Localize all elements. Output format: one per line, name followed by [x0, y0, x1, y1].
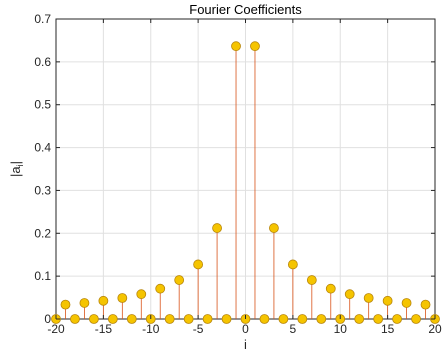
x-tick-label: -15: [95, 322, 113, 336]
stem-marker: [79, 298, 90, 308]
y-tick-label: 0.6: [34, 55, 51, 69]
stems: [65, 46, 426, 319]
stem-marker: [411, 314, 421, 324]
stem-marker: [183, 314, 194, 324]
y-axis-label: |ai|: [8, 161, 25, 177]
stem-marker: [212, 223, 222, 233]
stem-marker: [174, 275, 185, 285]
stem-marker: [363, 293, 374, 303]
stem-marker: [306, 275, 317, 285]
x-tick-label: 15: [381, 322, 395, 336]
x-tick-label: 20: [428, 322, 442, 336]
stem-marker: [89, 314, 99, 324]
stem-marker: [373, 314, 384, 324]
chart-title: Fourier Coefficients: [189, 2, 302, 17]
x-tick-label: 10: [334, 322, 348, 336]
x-tick-label: -5: [193, 322, 204, 336]
y-axis-label-main: |a: [8, 166, 23, 177]
stem-marker: [98, 295, 109, 306]
stem-marker: [107, 314, 118, 324]
x-tick-label: -20: [47, 322, 65, 336]
stem-marker: [155, 283, 166, 294]
grid-lines: [55, 18, 436, 320]
y-tick-label: 0: [44, 312, 51, 326]
stem-marker: [344, 289, 355, 300]
stem-marker: [382, 295, 393, 306]
stem-marker: [60, 299, 71, 310]
x-tick-label: 0: [242, 322, 249, 336]
stem-marker: [287, 259, 298, 270]
stem-marker: [392, 314, 403, 324]
stem-marker: [164, 314, 175, 324]
stem-marker: [269, 223, 279, 233]
stem-marker: [117, 293, 128, 303]
stem-marker: [354, 314, 365, 324]
y-tick-label: 0.2: [34, 226, 51, 240]
stem-marker: [221, 314, 232, 324]
stem-marker: [193, 259, 204, 270]
stem-marker: [231, 41, 241, 52]
x-tick-label: -10: [142, 322, 160, 336]
stem-marker: [136, 289, 147, 300]
stem-marker: [325, 283, 336, 294]
stem-marker: [250, 41, 260, 52]
y-axis-label-sub: i: [15, 164, 25, 166]
stem-markers: [51, 41, 440, 324]
stem-marker: [70, 314, 80, 324]
x-ticks: -20 -15 -10 -5 0 5 10 15 20: [47, 19, 442, 336]
stem-marker: [259, 314, 270, 324]
y-tick-label: 0.3: [34, 183, 51, 197]
stem-marker: [316, 314, 327, 324]
stem-marker: [202, 314, 213, 324]
stem-marker: [401, 298, 412, 308]
y-tick-label: 0.7: [34, 12, 51, 26]
stem-marker: [126, 314, 137, 324]
x-axis-label: i: [244, 337, 247, 352]
y-ticks: 0 0.1 0.2 0.3 0.4 0.5 0.6 0.7: [34, 12, 435, 326]
y-axis-label-close: |: [8, 161, 23, 164]
stem-marker: [297, 314, 308, 324]
y-tick-label: 0.1: [34, 269, 51, 283]
stem-marker: [278, 314, 289, 324]
y-tick-label: 0.5: [34, 98, 51, 112]
stem-marker: [420, 299, 431, 310]
x-tick-label: 5: [290, 322, 297, 336]
y-tick-label: 0.4: [34, 141, 51, 155]
